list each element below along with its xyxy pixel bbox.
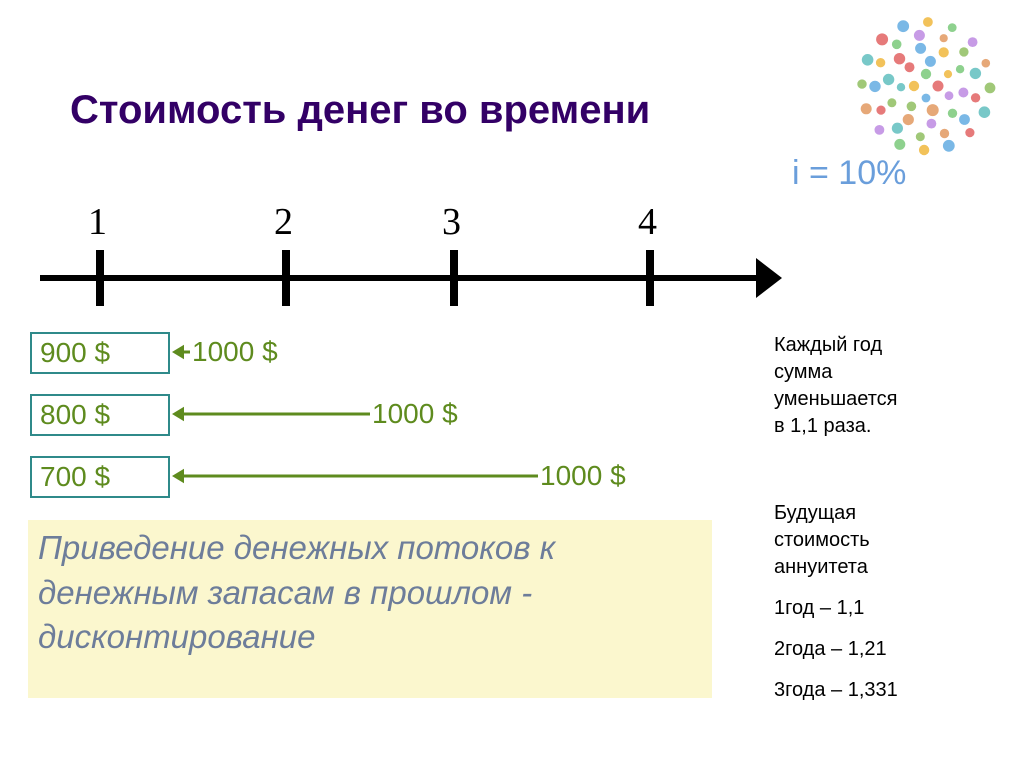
side-text-line: 3года – 1,331: [774, 677, 898, 704]
discounting-note: Приведение денежных потоков к денежным з…: [28, 520, 712, 698]
side-text-line: Будущая: [774, 500, 898, 527]
side-text-line: уменьшается: [774, 386, 898, 413]
page-title: Стоимость денег во времени: [70, 88, 650, 133]
explanation-yearly-decrease: Каждый годсуммауменьшаетсяв 1,1 раза.: [774, 332, 898, 440]
timeline-tick-label: 2: [274, 200, 293, 244]
present-value-box: 900 $: [30, 332, 170, 374]
side-text-line: Каждый год: [774, 332, 898, 359]
side-text-line: 1год – 1,1: [774, 595, 898, 622]
annuity-future-value: Будущаястоимостьаннуитета 1год – 1,1 2года…: [774, 500, 898, 704]
side-text-line: стоимость: [774, 527, 898, 554]
decoration-dots: [841, 6, 1011, 166]
timeline-tick-label: 1: [88, 200, 107, 244]
future-value-label: 1000 $: [540, 460, 626, 492]
timeline-tick-label: 3: [442, 200, 461, 244]
present-value-box: 800 $: [30, 394, 170, 436]
present-value-box: 700 $: [30, 456, 170, 498]
timeline-tick-label: 4: [638, 200, 657, 244]
future-value-label: 1000 $: [372, 398, 458, 430]
future-value-label: 1000 $: [192, 336, 278, 368]
side-text-line: 2года – 1,21: [774, 636, 898, 663]
side-text-line: аннуитета: [774, 554, 898, 581]
side-text-line: в 1,1 раза.: [774, 413, 898, 440]
side-text-line: сумма: [774, 359, 898, 386]
